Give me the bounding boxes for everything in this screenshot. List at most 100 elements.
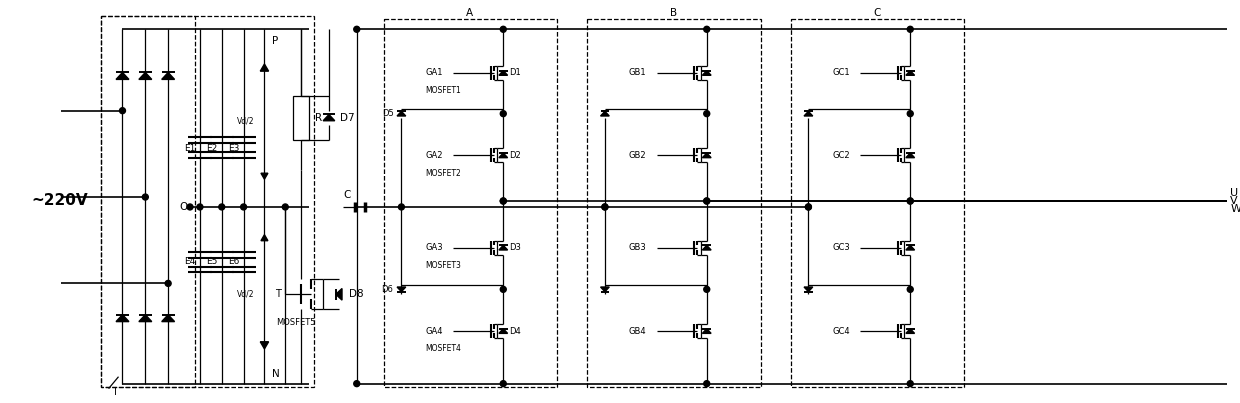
Circle shape: [806, 204, 811, 210]
Circle shape: [601, 204, 608, 210]
Text: GA4: GA4: [425, 326, 443, 336]
Text: D7: D7: [340, 112, 355, 123]
Text: E4: E4: [185, 257, 196, 266]
Text: GA2: GA2: [425, 151, 443, 160]
Text: GC2: GC2: [832, 151, 849, 160]
Circle shape: [704, 26, 709, 32]
Polygon shape: [906, 71, 915, 75]
Circle shape: [704, 111, 709, 116]
Circle shape: [806, 204, 811, 210]
Polygon shape: [702, 329, 711, 333]
Polygon shape: [161, 315, 175, 322]
Text: C: C: [873, 8, 880, 19]
Text: GA3: GA3: [425, 243, 443, 252]
Text: D8: D8: [350, 289, 365, 299]
Text: MOSFET1: MOSFET1: [425, 86, 461, 96]
Text: Vd/2: Vd/2: [237, 116, 254, 125]
Circle shape: [500, 26, 506, 32]
Text: MOSFET3: MOSFET3: [425, 261, 461, 270]
Polygon shape: [336, 289, 342, 300]
Text: ~220V: ~220V: [31, 193, 88, 208]
Text: B: B: [670, 8, 677, 19]
Polygon shape: [906, 245, 915, 250]
Text: GC1: GC1: [832, 69, 849, 77]
Text: GB4: GB4: [629, 326, 646, 336]
Text: A: A: [466, 8, 474, 19]
Circle shape: [500, 287, 506, 292]
Polygon shape: [498, 245, 507, 250]
Circle shape: [704, 198, 709, 204]
Text: GB1: GB1: [629, 69, 646, 77]
Text: MOSFET4: MOSFET4: [425, 345, 461, 353]
Text: GA1: GA1: [425, 69, 443, 77]
Text: E6: E6: [228, 257, 239, 266]
Text: MOSFET2: MOSFET2: [425, 169, 461, 178]
Polygon shape: [804, 111, 812, 116]
Polygon shape: [804, 287, 812, 292]
Polygon shape: [702, 71, 711, 75]
Circle shape: [500, 198, 506, 204]
Text: E3: E3: [228, 144, 239, 153]
Polygon shape: [600, 287, 609, 292]
Text: D5: D5: [382, 109, 393, 118]
Bar: [293, 96, 309, 141]
Polygon shape: [324, 114, 335, 121]
Text: E1: E1: [185, 144, 196, 153]
Bar: [100, 17, 314, 386]
Polygon shape: [139, 315, 151, 322]
Text: C: C: [343, 190, 351, 200]
Polygon shape: [260, 64, 269, 71]
Circle shape: [908, 111, 913, 116]
Polygon shape: [397, 111, 405, 116]
Polygon shape: [260, 235, 268, 241]
Text: W: W: [1230, 204, 1240, 214]
Text: E5: E5: [206, 257, 217, 266]
Text: R: R: [315, 112, 322, 123]
Bar: [100, 17, 195, 386]
Circle shape: [165, 280, 171, 287]
Text: GB3: GB3: [629, 243, 646, 252]
Circle shape: [500, 198, 506, 204]
Circle shape: [908, 287, 913, 292]
Circle shape: [398, 204, 404, 210]
Polygon shape: [498, 71, 507, 75]
Circle shape: [704, 198, 709, 204]
Text: MOSFET5: MOSFET5: [277, 318, 316, 326]
Text: N: N: [273, 369, 280, 379]
Circle shape: [704, 287, 709, 292]
Text: GC4: GC4: [832, 326, 849, 336]
Text: D4: D4: [510, 326, 521, 336]
Polygon shape: [702, 153, 711, 158]
Circle shape: [500, 111, 506, 116]
Polygon shape: [139, 73, 151, 79]
Polygon shape: [498, 329, 507, 333]
Bar: [791, 19, 965, 386]
Polygon shape: [906, 153, 915, 158]
Circle shape: [908, 381, 913, 386]
Circle shape: [241, 204, 247, 210]
Polygon shape: [260, 173, 268, 179]
Text: V: V: [1230, 196, 1238, 206]
Circle shape: [353, 26, 360, 32]
Polygon shape: [702, 245, 711, 250]
Circle shape: [187, 204, 193, 210]
Polygon shape: [498, 153, 507, 158]
Circle shape: [353, 381, 360, 386]
Text: P: P: [273, 36, 279, 46]
Text: O: O: [180, 202, 188, 212]
Circle shape: [908, 198, 913, 204]
Text: GB2: GB2: [629, 151, 646, 160]
Circle shape: [500, 381, 506, 386]
Text: T: T: [275, 289, 281, 299]
Circle shape: [119, 108, 125, 114]
Text: GC3: GC3: [832, 243, 849, 252]
Circle shape: [908, 26, 913, 32]
Polygon shape: [600, 111, 609, 116]
Text: E2: E2: [206, 144, 217, 153]
Polygon shape: [117, 73, 129, 79]
Text: D1: D1: [510, 69, 521, 77]
Text: Vd/2: Vd/2: [237, 290, 254, 299]
Polygon shape: [260, 342, 269, 349]
Circle shape: [908, 198, 913, 204]
Text: D2: D2: [510, 151, 521, 160]
